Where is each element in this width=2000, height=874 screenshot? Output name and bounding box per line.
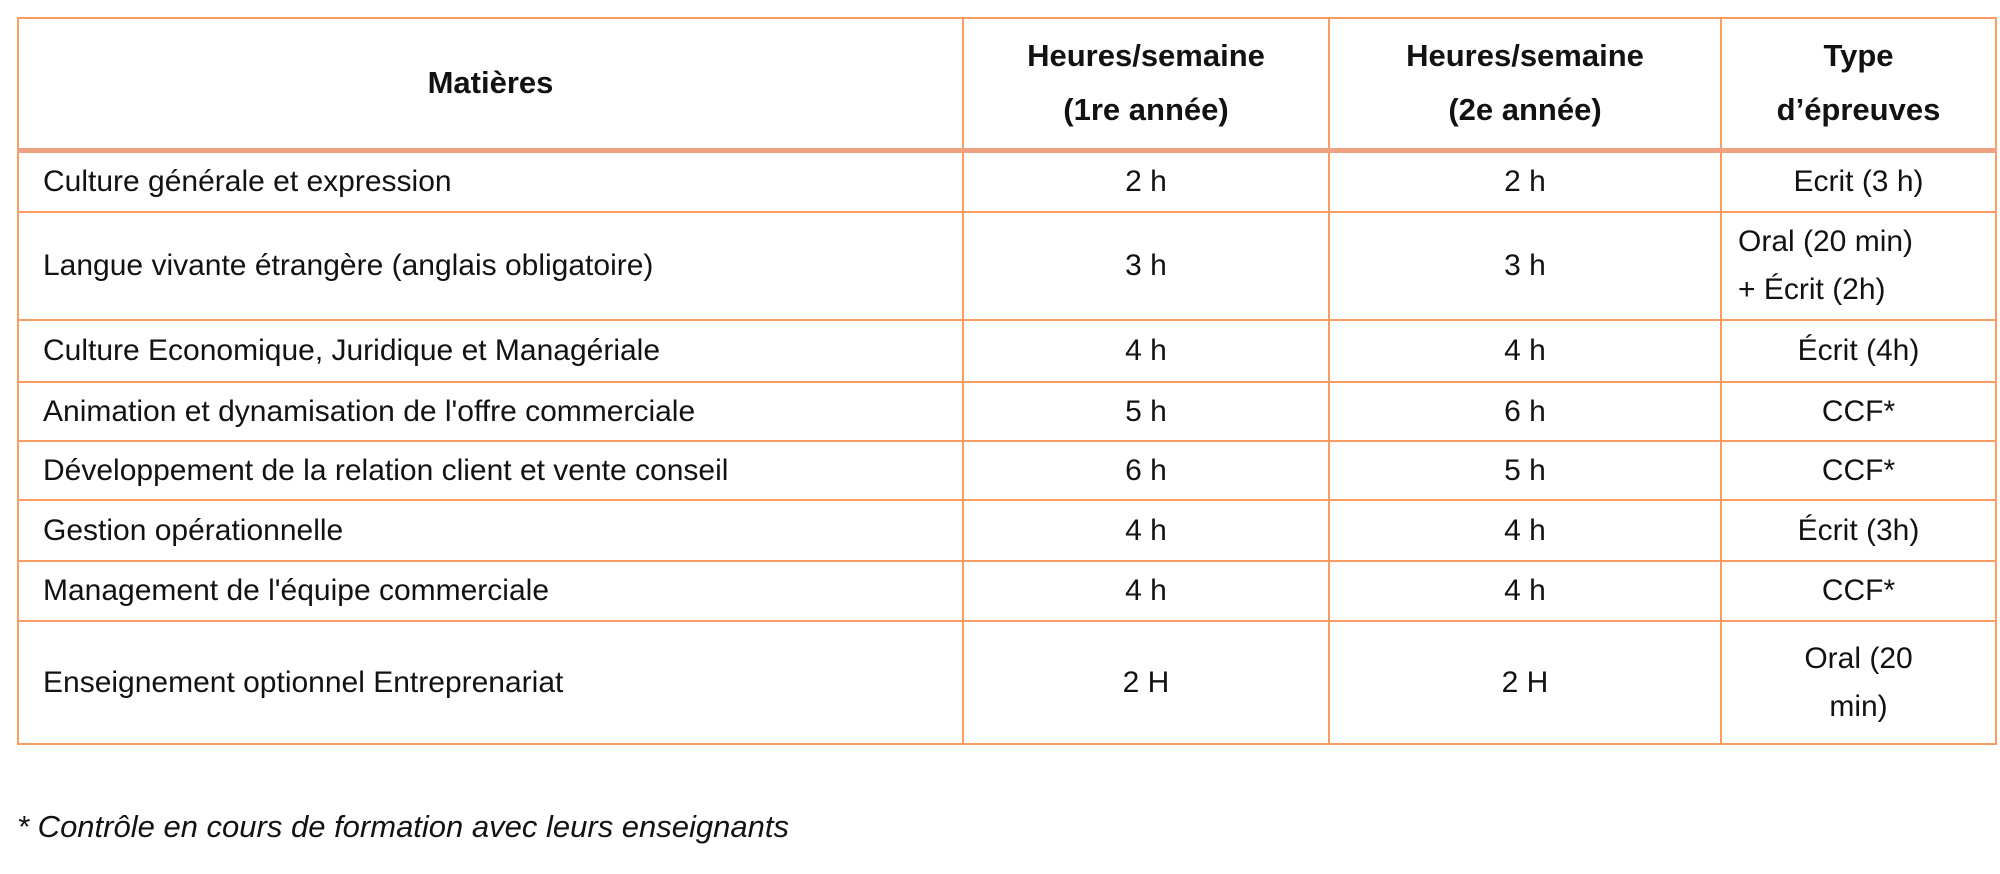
hours-year2-cell: 5 h — [1328, 440, 1722, 501]
exam-type-cell: Écrit (4h) — [1720, 319, 1997, 383]
header-hours-year1: Heures/semaine (1re année) — [962, 17, 1330, 153]
hours-year1-cell: 5 h — [962, 381, 1330, 442]
exam-type-cell: CCF* — [1720, 381, 1997, 442]
exam-type-cell: CCF* — [1720, 440, 1997, 501]
table-row: Management de l'équipe commerciale 4 h 4… — [17, 560, 1997, 622]
header-exam-type: Type d’épreuves — [1720, 17, 1997, 153]
table-row: Culture Economique, Juridique et Managér… — [17, 319, 1997, 383]
subject-cell: Animation et dynamisation de l'offre com… — [17, 381, 964, 442]
hours-year2-cell: 4 h — [1328, 319, 1722, 383]
table-row: Culture générale et expression 2 h 2 h E… — [17, 149, 1997, 213]
exam-type-cell: Oral (20 min) — [1720, 620, 1997, 745]
header-hours-year2: Heures/semaine (2e année) — [1328, 17, 1722, 153]
table-row: Langue vivante étrangère (anglais obliga… — [17, 211, 1997, 321]
hours-year1-cell: 4 h — [962, 499, 1330, 562]
hours-year2-cell: 6 h — [1328, 381, 1722, 442]
hours-year2-cell: 2 H — [1328, 620, 1722, 745]
hours-year2-cell: 4 h — [1328, 560, 1722, 622]
ccf-footnote: * Contrôle en cours de formation avec le… — [17, 809, 789, 844]
hours-year1-cell: 3 h — [962, 211, 1330, 321]
hours-year1-cell: 6 h — [962, 440, 1330, 501]
hours-year2-cell: 4 h — [1328, 499, 1722, 562]
table-row: Animation et dynamisation de l'offre com… — [17, 381, 1997, 442]
course-hours-table: Matières Heures/semaine (1re année) Heur… — [17, 17, 1997, 745]
exam-type-cell: Ecrit (3 h) — [1720, 149, 1997, 213]
subject-cell: Management de l'équipe commerciale — [17, 560, 964, 622]
hours-year2-cell: 3 h — [1328, 211, 1722, 321]
header-matieres: Matières — [17, 17, 964, 153]
exam-type-cell: Écrit (3h) — [1720, 499, 1997, 562]
exam-type-cell: Oral (20 min) + Écrit (2h) — [1720, 211, 1997, 321]
subject-cell: Développement de la relation client et v… — [17, 440, 964, 501]
table-row: Enseignement optionnel Entreprenariat 2 … — [17, 620, 1997, 745]
table-row: Gestion opérationnelle 4 h 4 h Écrit (3h… — [17, 499, 1997, 562]
subject-cell: Langue vivante étrangère (anglais obliga… — [17, 211, 964, 321]
hours-year1-cell: 4 h — [962, 319, 1330, 383]
hours-year1-cell: 2 h — [962, 149, 1330, 213]
table-row: Développement de la relation client et v… — [17, 440, 1997, 501]
subject-cell: Culture Economique, Juridique et Managér… — [17, 319, 964, 383]
header-row: Matières Heures/semaine (1re année) Heur… — [17, 17, 1997, 153]
subject-cell: Culture générale et expression — [17, 149, 964, 213]
exam-type-cell: CCF* — [1720, 560, 1997, 622]
hours-year2-cell: 2 h — [1328, 149, 1722, 213]
hours-year1-cell: 4 h — [962, 560, 1330, 622]
subject-cell: Gestion opérationnelle — [17, 499, 964, 562]
hours-year1-cell: 2 H — [962, 620, 1330, 745]
subject-cell: Enseignement optionnel Entreprenariat — [17, 620, 964, 745]
